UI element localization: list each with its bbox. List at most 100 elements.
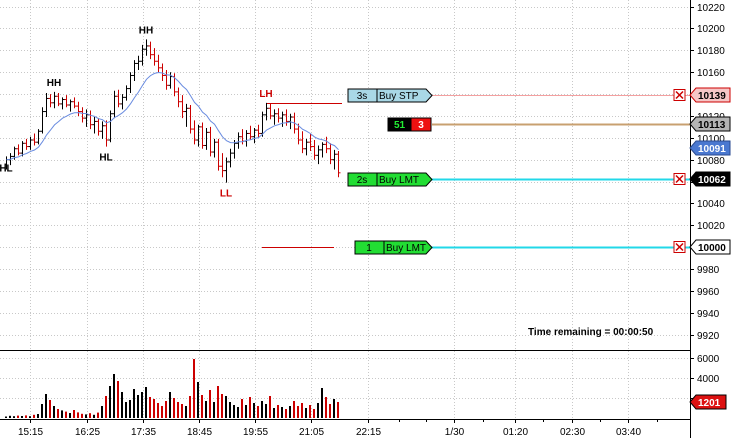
price-bar <box>140 44 145 66</box>
price-bar <box>40 107 45 134</box>
price-tick-label: 9980 <box>697 265 720 276</box>
time-tick-label: 01:20 <box>503 427 528 438</box>
volume-bar <box>21 416 23 418</box>
volume-bar <box>333 399 335 418</box>
price-bar <box>272 109 277 125</box>
volume-bar <box>229 402 231 418</box>
price-bar <box>192 120 197 145</box>
price-axis-box: 10062 <box>689 171 731 187</box>
price-bar <box>152 48 157 66</box>
volume-bar <box>89 413 91 418</box>
volume-bar <box>265 404 267 418</box>
price-bar <box>64 95 69 108</box>
price-axis-box: 10139 <box>689 87 731 103</box>
swing-label: HL <box>0 164 13 175</box>
volume-bar <box>289 406 291 418</box>
price-bar <box>276 108 281 123</box>
price-grid <box>0 0 690 418</box>
price-boxes: 10139 10062 10000 10113 10091 1201 <box>689 87 731 410</box>
swing-label: HH <box>139 25 153 36</box>
price-tick-label: 10160 <box>697 68 725 79</box>
price-bar <box>116 89 121 108</box>
volume-bar <box>81 413 83 418</box>
price-bar <box>36 129 41 145</box>
volume-bar <box>33 414 35 418</box>
volume-bar <box>137 395 139 418</box>
price-bar <box>60 97 65 110</box>
cancel-order-icon[interactable] <box>673 241 686 253</box>
price-bar <box>68 99 73 112</box>
volume-bar <box>49 400 51 418</box>
order-label: Buy LMT <box>379 175 419 186</box>
time-axis[interactable]: 15:15 16:25 17:35 18:45 19:55 21:05 22:15 1/30 0… <box>18 419 658 438</box>
price-bar <box>52 91 57 109</box>
volume-bar <box>65 411 67 418</box>
volume-bar <box>193 359 195 418</box>
price-bar <box>100 121 105 139</box>
volume-bar <box>45 394 47 418</box>
price-tick-label: 10080 <box>697 156 725 167</box>
price-axis-box: 10000 <box>689 239 731 255</box>
position-qty: 51 <box>394 120 406 131</box>
volume-bar <box>181 404 183 418</box>
order-lines <box>426 95 690 249</box>
price-bar <box>20 141 25 157</box>
price-bar <box>96 118 101 136</box>
volume-bar <box>321 388 323 418</box>
price-bars <box>4 39 341 183</box>
price-bar <box>336 150 341 178</box>
volume-bar <box>309 405 311 418</box>
cancel-order-icon[interactable] <box>673 173 686 185</box>
price-bar <box>308 133 313 151</box>
volume-bar <box>109 386 111 418</box>
cancel-order-icon[interactable] <box>673 89 686 101</box>
volume-bar <box>233 405 235 418</box>
price-bar <box>212 138 217 158</box>
position-box[interactable]: 51 3 <box>387 117 432 132</box>
price-bar <box>180 95 185 119</box>
price-tick-label: 10040 <box>697 199 725 210</box>
price-bar <box>260 111 265 137</box>
order-box[interactable]: 2s Buy LMT <box>347 172 433 187</box>
ema-line <box>6 71 339 161</box>
price-bar <box>24 138 29 150</box>
price-bar <box>108 110 113 143</box>
price-bar <box>136 55 141 70</box>
price-bar <box>160 63 165 81</box>
price-bar <box>316 145 321 165</box>
price-bar <box>44 92 49 118</box>
time-tick-label: 18:45 <box>187 427 212 438</box>
price-bar <box>28 136 33 150</box>
price-bar <box>148 41 153 60</box>
price-bar <box>16 144 21 156</box>
price-bar <box>132 60 137 81</box>
price-bar <box>280 111 285 127</box>
order-box[interactable]: 1 Buy LMT <box>354 240 433 255</box>
price-axis-box: 10113 <box>689 116 731 132</box>
order-box[interactable]: 3s Buy STP <box>347 88 433 103</box>
price-bar <box>200 122 205 149</box>
price-bar <box>208 126 213 157</box>
svg-text:10113: 10113 <box>698 120 726 131</box>
price-bar <box>312 140 317 160</box>
price-bar <box>176 87 181 108</box>
volume-bar <box>213 402 215 418</box>
time-tick-label: 03:40 <box>616 427 641 438</box>
order-label: Buy STP <box>379 91 419 102</box>
time-tick-label: 19:55 <box>243 427 268 438</box>
price-tick-label: 10200 <box>697 24 725 35</box>
time-tick-label: 21:05 <box>299 427 324 438</box>
price-bar <box>332 149 337 170</box>
volume-bar <box>69 413 71 418</box>
volume-bar <box>73 410 75 418</box>
time-tick-label: 1/30 <box>445 427 465 438</box>
volume-bars <box>5 359 339 418</box>
time-tick-label: 22:15 <box>356 427 381 438</box>
volume-bar <box>261 401 263 418</box>
volume-bar <box>85 414 87 418</box>
volume-bar <box>241 399 243 418</box>
volume-bar <box>161 406 163 418</box>
order-boxes[interactable]: 3s Buy STP 2s Buy LMT 1 Buy LMT 51 3 <box>347 88 686 255</box>
volume-bar <box>37 414 39 418</box>
